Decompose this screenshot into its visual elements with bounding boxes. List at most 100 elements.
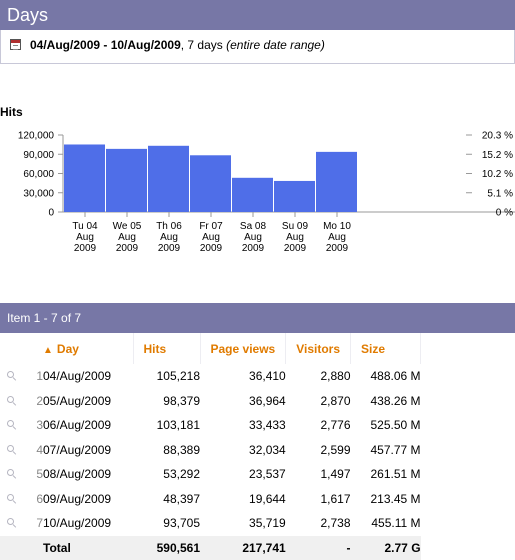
bar — [190, 155, 231, 212]
visitors-column-header[interactable]: Visitors — [285, 333, 352, 364]
size-column-header[interactable]: Size — [350, 333, 422, 364]
x-tick-label: 2009 — [116, 243, 139, 254]
table-pagination-bar: Item 1 - 7 of 7 — [0, 303, 515, 333]
page-views-cell: 19,644 — [249, 491, 286, 506]
hits-column-header[interactable]: Hits — [133, 333, 201, 364]
row-detail-icon[interactable] — [0, 389, 22, 414]
x-tick-label: Fr 07 — [199, 221, 223, 232]
row-number: 3 — [36, 418, 43, 433]
date-range-text: 04/Aug/2009 - 10/Aug/2009, 7 days (entir… — [30, 38, 325, 52]
total-page-views: 217,741 — [200, 535, 286, 560]
table-row: 5 08/Aug/2009 53,292 23,537 1,497 261.51 M — [0, 462, 421, 487]
visitors-cell: 2,870 — [320, 393, 351, 408]
row-detail-icon[interactable] — [0, 413, 22, 438]
magnifier-icon[interactable] — [6, 420, 16, 429]
x-tick-label: Su 09 — [282, 221, 309, 232]
row-detail-icon[interactable] — [0, 364, 22, 389]
x-tick-label: Mo 10 — [323, 221, 351, 232]
size-cell: 438.26 M — [370, 393, 421, 408]
row-number: 7 — [36, 516, 43, 531]
x-tick-label: Aug — [244, 232, 262, 243]
visitors-cell: 2,599 — [320, 442, 351, 457]
row-number: 2 — [36, 393, 43, 408]
magnifier-icon[interactable] — [6, 518, 16, 527]
magnifier-icon[interactable] — [6, 371, 16, 380]
date-range-days: , 7 days — [180, 38, 223, 52]
magnifier-icon[interactable] — [6, 469, 16, 478]
magnifier-icon[interactable] — [6, 395, 16, 405]
date-range-bar: 04/Aug/2009 - 10/Aug/2009, 7 days (entir… — [0, 30, 515, 64]
row-detail-icon[interactable] — [0, 487, 22, 512]
page-views-cell: 36,410 — [249, 369, 286, 384]
hits-cell: 53,292 — [163, 467, 200, 482]
row-number: 5 — [36, 467, 43, 482]
visitors-cell: 2,738 — [320, 516, 351, 531]
row-number: 1 — [36, 369, 43, 384]
day-cell[interactable]: 04/Aug/2009 — [43, 369, 112, 384]
x-tick-label: We 05 — [113, 221, 142, 232]
table-row: 2 05/Aug/2009 98,379 36,964 2,870 438.26 M — [0, 389, 421, 414]
total-label: Total — [43, 535, 133, 560]
visitors-cell: 1,497 — [320, 467, 351, 482]
hits-cell: 88,389 — [163, 442, 200, 457]
y2-tick-label: 15.2 % — [482, 150, 513, 161]
calendar-icon[interactable] — [10, 39, 21, 50]
chart-title: Hits — [0, 105, 23, 119]
table-row: 3 06/Aug/2009 103,181 33,433 2,776 525.50 M — [0, 413, 421, 438]
day-column-label: Day — [56, 341, 79, 356]
day-cell[interactable]: 09/Aug/2009 — [43, 491, 112, 506]
day-cell[interactable]: 10/Aug/2009 — [43, 516, 112, 531]
day-cell[interactable]: 06/Aug/2009 — [43, 418, 112, 433]
y2-tick-label: 10.2 % — [482, 169, 513, 180]
hits-cell: 93,705 — [163, 516, 200, 531]
x-tick-label: Aug — [202, 232, 220, 243]
magnifier-icon[interactable] — [6, 444, 16, 454]
y2-tick-label: 0 % — [496, 208, 513, 219]
row-detail-icon[interactable] — [0, 462, 22, 487]
x-tick-label: 2009 — [242, 243, 265, 254]
page-views-cell: 32,034 — [249, 442, 286, 457]
day-cell[interactable]: 07/Aug/2009 — [43, 442, 112, 457]
row-detail-icon[interactable] — [0, 438, 22, 463]
y2-tick-label: 5.1 % — [487, 188, 513, 199]
hits-bar-chart: 0 30,000 60,000 90,000 120,000 0 % 5.1 % 10.2 %… — [18, 131, 515, 254]
magnifier-icon[interactable] — [6, 493, 16, 503]
x-tick-label: 2009 — [200, 243, 223, 254]
row-number: 6 — [36, 491, 43, 506]
table-header-row: ▲ Day Hits Page views Visitors Size — [0, 333, 422, 364]
size-cell: 213.45 M — [370, 491, 421, 506]
size-cell: 455.11 M — [371, 516, 421, 531]
page-title: Days — [7, 5, 49, 25]
row-number: 4 — [36, 442, 43, 457]
total-visitors: - — [285, 535, 351, 560]
x-tick-label: 2009 — [158, 243, 181, 254]
y-tick-label: 0 — [48, 208, 54, 219]
y-tick-label: 30,000 — [23, 188, 54, 199]
page-views-cell: 23,537 — [249, 467, 286, 482]
x-tick-label: Tu 04 — [72, 221, 98, 232]
table-row: 1 04/Aug/2009 105,218 36,410 2,880 488.06 M — [0, 364, 421, 389]
item-range: Item 1 - 7 of 7 — [7, 311, 82, 325]
bar — [148, 145, 189, 212]
page-views-cell: 36,964 — [249, 393, 286, 408]
y-tick-label: 90,000 — [23, 150, 54, 161]
bar — [316, 151, 357, 212]
day-column-header[interactable]: ▲ Day — [22, 333, 134, 364]
x-tick-label: Aug — [118, 232, 136, 243]
table-row: 6 09/Aug/2009 48,397 19,644 1,617 213.45 M — [0, 487, 421, 512]
page-views-column-header[interactable]: Page views — [200, 333, 287, 364]
days-table: ▲ Day Hits Page views Visitors Size 1 04/A… — [0, 333, 422, 560]
day-cell[interactable]: 05/Aug/2009 — [43, 393, 112, 408]
total-row: Total 590,561 217,741 - 2.77 G — [0, 535, 421, 560]
y2-tick-label: 20.3 % — [482, 131, 513, 142]
y-tick-label: 60,000 — [23, 169, 54, 180]
x-tick-label: 2009 — [74, 243, 97, 254]
row-detail-icon[interactable] — [0, 511, 22, 536]
visitors-cell: 2,880 — [320, 369, 351, 384]
size-cell: 525.50 M — [370, 418, 421, 433]
x-tick-label: Aug — [160, 232, 178, 243]
day-cell[interactable]: 08/Aug/2009 — [43, 467, 112, 482]
hits-cell: 98,379 — [163, 393, 200, 408]
bar — [274, 180, 315, 212]
visitors-cell: 1,617 — [320, 491, 351, 506]
